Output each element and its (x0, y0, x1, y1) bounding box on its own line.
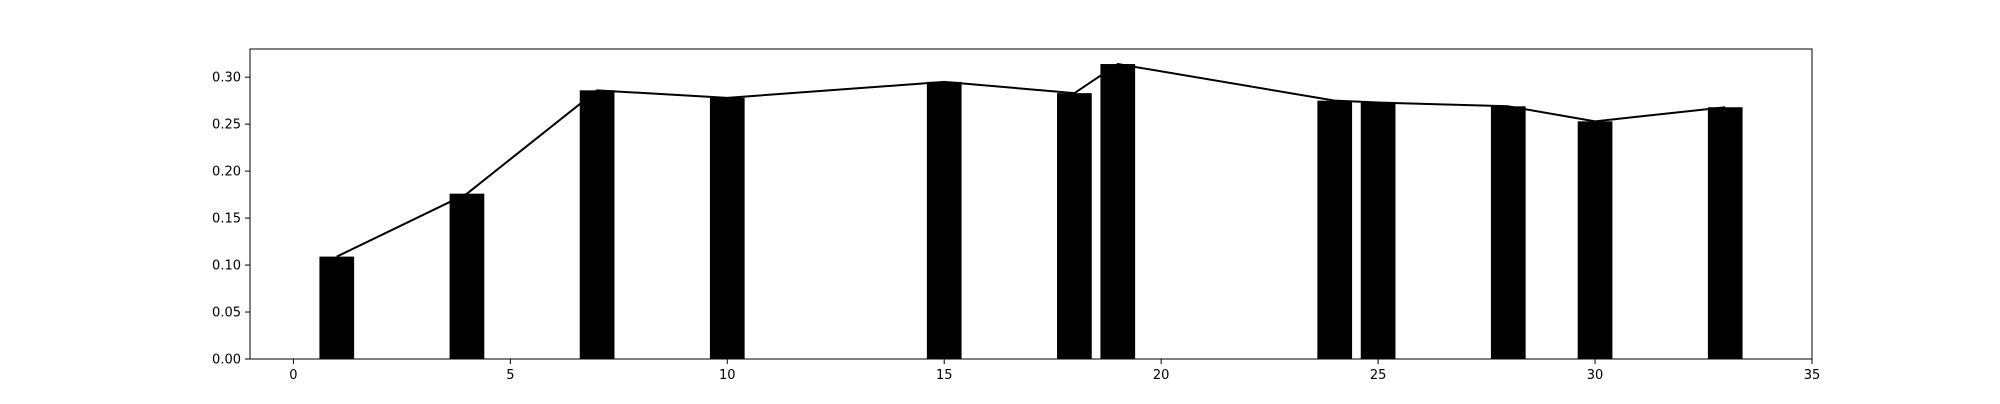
bar-10 (1577, 121, 1613, 359)
y-tick-label-0: 0.00 (212, 353, 241, 368)
bar-0 (319, 256, 355, 359)
y-tick-label-5: 0.25 (212, 118, 241, 133)
bar-4 (926, 81, 962, 359)
bar-5 (1057, 93, 1092, 359)
x-tick-label-7: 35 (1804, 368, 1821, 383)
bar-2 (579, 90, 615, 359)
x-tick-label-2: 10 (719, 368, 736, 383)
y-tick-label-3: 0.15 (212, 212, 241, 227)
x-tick-label-3: 15 (936, 368, 953, 383)
bar-3 (709, 97, 745, 360)
y-tick-label-1: 0.05 (212, 306, 241, 321)
series-line (336, 63, 1726, 258)
line-group (336, 63, 1726, 258)
bar-9 (1490, 106, 1526, 359)
bar-8 (1360, 102, 1396, 359)
y-tick-label-4: 0.20 (212, 165, 241, 180)
bar-7 (1317, 100, 1353, 360)
plot-background (250, 49, 1812, 359)
bars-group (319, 64, 1743, 360)
x-tick-label-1: 5 (506, 368, 514, 383)
plot-area (250, 49, 1812, 359)
x-tick-label-0: 0 (289, 368, 297, 383)
x-tick-label-6: 30 (1587, 368, 1604, 383)
bar-1 (449, 193, 485, 359)
axes-group: 0 5 10 15 20 25 30 35 0.00 0.05 0.10 0.15 0.20 0.25 0.… (212, 48, 1821, 383)
x-tick-label-5: 25 (1370, 368, 1387, 383)
x-tick-label-4: 20 (1153, 368, 1170, 383)
bar-11 (1707, 107, 1743, 359)
y-tick-label-6: 0.30 (212, 71, 241, 86)
bar-6 (1100, 64, 1136, 359)
y-tick-label-2: 0.10 (212, 259, 241, 274)
axes-frame (249, 48, 1813, 360)
